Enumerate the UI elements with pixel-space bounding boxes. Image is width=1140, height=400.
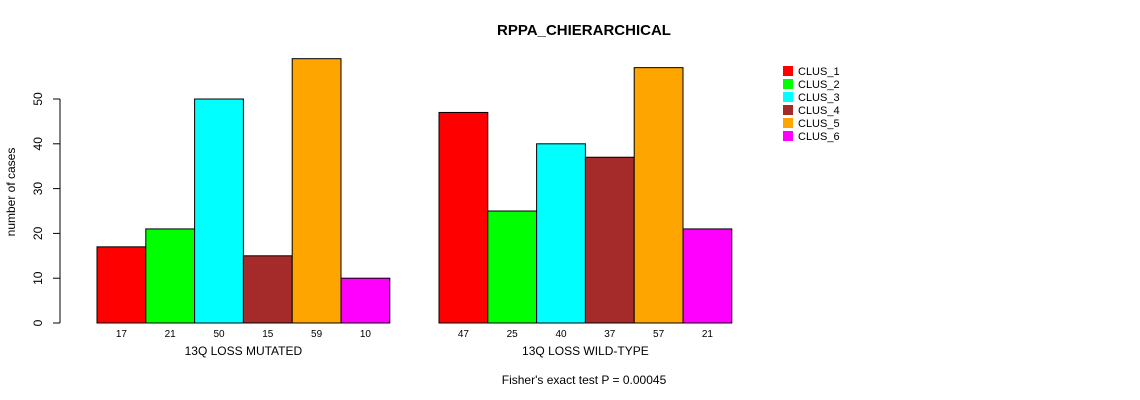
bar-value-label: 40 <box>555 329 567 340</box>
bar-clus-2 <box>487 210 538 324</box>
bar-clus-1 <box>96 246 147 324</box>
bar-clus-6 <box>340 277 391 324</box>
legend-swatch <box>783 92 793 102</box>
y-axis-label: number of cases <box>4 148 18 237</box>
legend-swatch <box>783 66 793 76</box>
bar-clus-5 <box>633 67 684 324</box>
legend-swatch <box>783 79 793 89</box>
bar-value-label: 57 <box>653 329 665 340</box>
group-labels: 13Q LOSS MUTATED 13Q LOSS WILD-TYPE <box>185 344 649 358</box>
bar-value-label: 59 <box>311 329 323 340</box>
group-label: 13Q LOSS MUTATED <box>185 344 303 358</box>
bar-value-label: 47 <box>458 329 470 340</box>
bar-value-label: 21 <box>165 329 177 340</box>
group-label: 13Q LOSS WILD-TYPE <box>522 344 649 358</box>
legend-label: CLUS_1 <box>798 66 840 78</box>
bar-clus-6 <box>682 228 733 324</box>
legend-label: CLUS_3 <box>798 92 840 104</box>
bar-clus-4 <box>242 255 293 324</box>
bars <box>96 58 733 324</box>
y-tick-label: 50 <box>31 92 45 106</box>
legend-label: CLUS_4 <box>798 105 840 117</box>
chart-title: RPPA_CHIERARCHICAL <box>497 22 671 39</box>
y-tick-label: 40 <box>31 137 45 151</box>
bar-value-label: 10 <box>360 329 372 340</box>
bar-clus-3 <box>194 98 244 324</box>
y-axis: 0 10 20 30 40 50 <box>31 92 61 326</box>
bar-value-label: 17 <box>116 329 128 340</box>
bar-value-label: 15 <box>262 329 274 340</box>
legend-label: CLUS_5 <box>798 118 840 130</box>
y-tick-label: 30 <box>31 182 45 196</box>
y-tick-label: 20 <box>31 226 45 240</box>
bar-value-label: 37 <box>604 329 616 340</box>
legend-label: CLUS_6 <box>798 131 840 143</box>
bar-value-label: 25 <box>507 329 519 340</box>
bar-value-label: 50 <box>213 329 225 340</box>
bar-value-label: 21 <box>702 329 714 340</box>
y-tick-label: 0 <box>31 319 45 326</box>
bar-clus-1 <box>438 111 489 324</box>
bar-clus-4 <box>584 156 635 324</box>
bar-clus-2 <box>145 228 196 324</box>
bar-clus-5 <box>291 58 342 324</box>
legend-swatch <box>783 131 793 141</box>
value-labels: 17 21 50 15 59 10 47 25 40 37 57 21 <box>116 329 714 340</box>
legend-swatch <box>783 105 793 115</box>
fisher-test-footnote: Fisher's exact test P = 0.00045 <box>502 373 667 387</box>
bar-clus-3 <box>536 143 586 324</box>
legend-swatch <box>783 118 793 128</box>
y-tick-label: 10 <box>31 271 45 285</box>
legend-label: CLUS_2 <box>798 79 840 91</box>
